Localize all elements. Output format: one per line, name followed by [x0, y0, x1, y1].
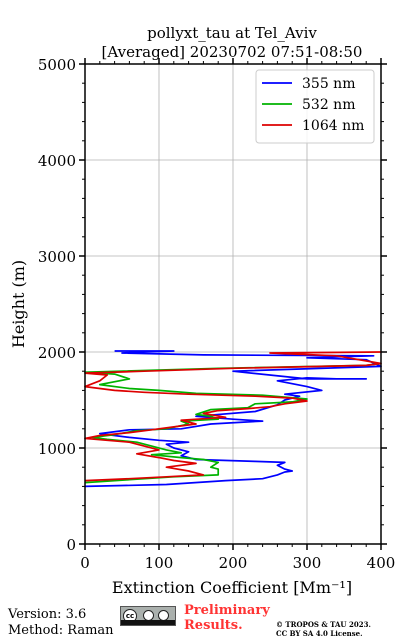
cc-license-badge: cc: [120, 606, 176, 626]
copyright-line-2: CC BY SA 4.0 License.: [276, 629, 363, 638]
legend: 355 nm 532 nm 1064 nm: [255, 69, 375, 144]
y-tick-label: 3000: [38, 248, 76, 266]
x-axis-label: Extinction Coefficient [Mm⁻¹]: [112, 578, 352, 597]
x-tick-label: 0: [80, 554, 90, 572]
version-text: Version: 3.6: [8, 607, 87, 622]
method-text: Method: Raman: [8, 623, 114, 638]
y-tick-label: 5000: [38, 56, 76, 74]
legend-label-532-nm: 532 nm: [302, 97, 355, 113]
cc-logo-icon: cc: [123, 609, 137, 623]
series-line-1064-nm: [84, 351, 382, 482]
x-tick-label: 300: [293, 554, 322, 572]
series-line-532-nm: [84, 362, 382, 484]
y-tick-label: 1000: [38, 440, 76, 458]
chart-title-group: pollyxt_tau at Tel_Aviv [Averaged] 20230…: [102, 24, 363, 61]
x-tick-label: 100: [145, 554, 174, 572]
y-tick-label: 4000: [38, 152, 76, 170]
y-tick-label: 0: [66, 536, 76, 554]
y-axis-label: Height (m): [9, 260, 28, 348]
x-tick-label: 400: [367, 554, 396, 572]
legend-label-1064-nm: 1064 nm: [302, 118, 364, 134]
chart-subtitle: [Averaged] 20230702 07:51-08:50: [102, 43, 363, 61]
copyright-notice: © TROPOS & TAU 2023. CC BY SA 4.0 Licens…: [276, 620, 371, 638]
cc-badge-strip: [121, 620, 175, 625]
series-line-355-nm: [84, 350, 382, 488]
copyright-line-1: © TROPOS & TAU 2023.: [276, 620, 371, 629]
y-tick-label: 2000: [38, 344, 76, 362]
x-tick-label: 200: [219, 554, 248, 572]
preliminary-line-2: Results.: [184, 618, 243, 633]
series-layer: [84, 350, 382, 488]
preliminary-results-notice: Preliminary Results.: [184, 603, 270, 633]
preliminary-line-1: Preliminary: [184, 603, 270, 618]
axis-ticks: [79, 58, 387, 550]
footer-info: Version: 3.6 Method: Raman: [8, 607, 114, 639]
chart-title: pollyxt_tau at Tel_Aviv: [147, 24, 317, 42]
legend-label-355-nm: 355 nm: [302, 76, 355, 92]
